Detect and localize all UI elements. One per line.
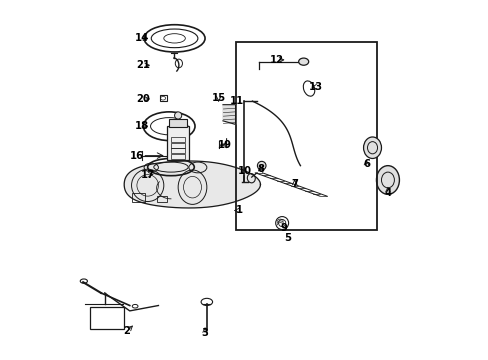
Text: 1: 1 [235, 206, 242, 216]
Text: 13: 13 [308, 82, 323, 92]
Text: 12: 12 [269, 55, 283, 65]
Text: 3: 3 [201, 328, 208, 338]
Bar [169, 119, 187, 127]
Text: 5: 5 [284, 233, 290, 243]
Text: 16: 16 [130, 151, 143, 161]
Text: 4: 4 [384, 188, 391, 198]
Text: 18: 18 [134, 121, 148, 131]
Bar [167, 126, 188, 160]
Bar [159, 95, 166, 101]
Text: 6: 6 [362, 159, 369, 169]
Bar [156, 196, 167, 202]
Text: 9: 9 [280, 223, 287, 233]
Bar [131, 193, 145, 202]
Text: 17: 17 [141, 170, 154, 180]
Text: 11: 11 [230, 96, 244, 106]
Text: 2: 2 [123, 326, 130, 336]
Ellipse shape [298, 58, 308, 65]
Text: 8: 8 [257, 164, 264, 174]
Ellipse shape [257, 161, 265, 170]
Bar [235, 42, 376, 230]
Ellipse shape [376, 166, 399, 194]
Text: 21: 21 [136, 60, 150, 70]
Polygon shape [124, 161, 260, 208]
Ellipse shape [174, 112, 182, 119]
Text: 14: 14 [134, 33, 148, 43]
Text: 10: 10 [237, 166, 251, 176]
Bar [90, 307, 124, 329]
Bar [171, 143, 185, 148]
Ellipse shape [363, 137, 381, 158]
Polygon shape [223, 105, 235, 125]
Text: 20: 20 [136, 94, 150, 104]
Text: 15: 15 [211, 93, 225, 103]
Text: 7: 7 [291, 179, 298, 189]
Bar [171, 137, 185, 142]
Bar [171, 154, 185, 159]
Text: 19: 19 [217, 140, 231, 150]
Bar [171, 148, 185, 153]
